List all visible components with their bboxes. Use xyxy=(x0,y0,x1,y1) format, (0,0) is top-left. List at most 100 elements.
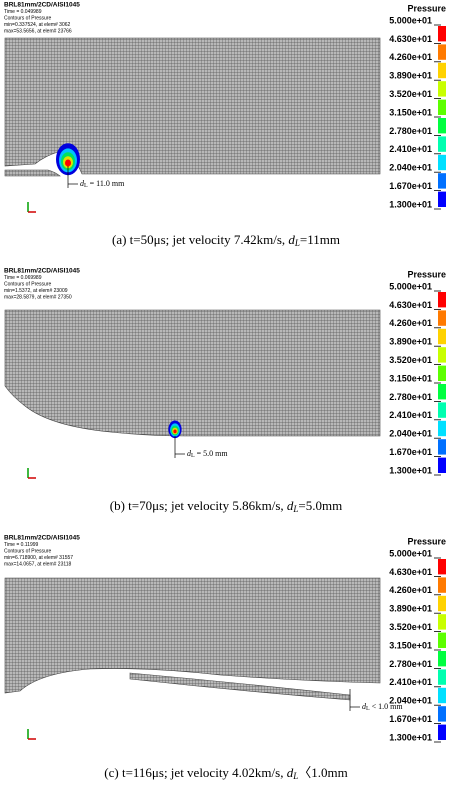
legend-label: 1.300e+01 xyxy=(389,199,432,209)
legend-label: 1.670e+01 xyxy=(389,181,432,191)
legend-swatch xyxy=(438,99,446,115)
caption-subscript: L xyxy=(292,504,298,514)
legend-swatch xyxy=(438,632,446,648)
legend-label: 2.410e+01 xyxy=(389,144,432,154)
header-line: BRL81mm/2CD/AISI1045 xyxy=(4,268,80,275)
legend-label: 3.150e+01 xyxy=(389,107,432,117)
legend-swatch xyxy=(438,365,446,381)
legend-label: 3.150e+01 xyxy=(389,373,432,383)
legend-swatch xyxy=(438,651,446,667)
caption-text: (b) t=70μs; jet velocity 5.86km/s, xyxy=(110,498,287,513)
mesh xyxy=(4,169,61,177)
caption-symbol: d xyxy=(287,765,294,780)
legend-label: 3.520e+01 xyxy=(389,622,432,632)
caption-symbol: d xyxy=(287,498,294,513)
caption-text: (c) t=116μs; jet velocity 4.02km/s, xyxy=(104,765,286,780)
legend-label: 5.000e+01 xyxy=(389,548,432,558)
legend-label: 2.410e+01 xyxy=(389,410,432,420)
legend-swatch xyxy=(438,62,446,79)
legend-label: 4.260e+01 xyxy=(389,52,432,62)
legend-swatch xyxy=(438,173,446,189)
legend-swatch xyxy=(438,724,446,740)
header-line: Time = 0.11999 xyxy=(4,542,39,548)
header-line: max=28.5879, at elem# 27350 xyxy=(4,294,72,300)
header-line: min=6.718900, at elem# 31557 xyxy=(4,555,73,561)
legend-label: 4.630e+01 xyxy=(389,300,432,310)
legend-swatch xyxy=(438,292,446,308)
caption: (b) t=70μs; jet velocity 5.86km/s, dL=5.… xyxy=(110,498,342,514)
header-line: max=53.5656, at elem# 23766 xyxy=(4,28,72,34)
legend-label: 1.300e+01 xyxy=(389,465,432,475)
legend-label: 3.520e+01 xyxy=(389,355,432,365)
caption-subscript: L xyxy=(294,238,300,248)
header-line: max=14.0657, at elem# 23118 xyxy=(4,561,72,567)
legend-label: 1.670e+01 xyxy=(389,447,432,457)
legend-title: Pressure xyxy=(407,536,446,546)
dimension-label: dL < 1.0 mm xyxy=(362,702,403,713)
legend-label: 5.000e+01 xyxy=(389,15,432,25)
legend-label: 2.040e+01 xyxy=(389,429,432,439)
legend-label: 2.410e+01 xyxy=(389,677,432,687)
legend-label: 4.630e+01 xyxy=(389,567,432,577)
legend-swatch xyxy=(438,577,446,593)
dimension-subscript: L xyxy=(84,183,88,189)
header-line: min=1.5372, at elem# 23009 xyxy=(4,288,68,294)
legend-label: 2.780e+01 xyxy=(389,126,432,136)
legend-swatch xyxy=(438,81,446,97)
caption-symbol: d xyxy=(288,232,295,247)
legend-swatch xyxy=(438,136,446,152)
legend-swatch xyxy=(438,457,446,473)
mesh xyxy=(4,577,381,694)
header-line: Time = 0.069989 xyxy=(4,275,42,281)
dimension-label: dL = 5.0 mm xyxy=(187,449,228,460)
dimension-value: = 11.0 mm xyxy=(88,179,125,188)
legend-swatch xyxy=(438,669,446,685)
caption-text: =11mm xyxy=(300,232,340,247)
mesh xyxy=(4,309,381,437)
legend-label: 3.890e+01 xyxy=(389,337,432,347)
legend-swatch xyxy=(438,402,446,418)
legend-swatch xyxy=(438,706,446,722)
caption-text: (a) t=50μs; jet velocity 7.42km/s, xyxy=(112,232,288,247)
legend-swatch xyxy=(438,26,446,42)
legend-label: 3.520e+01 xyxy=(389,89,432,99)
caption-text: =5.0mm xyxy=(298,498,342,513)
legend-label: 2.780e+01 xyxy=(389,392,432,402)
legend-label: 4.630e+01 xyxy=(389,34,432,44)
legend-label: 3.890e+01 xyxy=(389,604,432,614)
legend-label: 4.260e+01 xyxy=(389,318,432,328)
legend-label: 5.000e+01 xyxy=(389,281,432,291)
legend-label: 2.780e+01 xyxy=(389,659,432,669)
pressure-contour xyxy=(173,429,177,434)
caption: (a) t=50μs; jet velocity 7.42km/s, dL=11… xyxy=(112,232,340,248)
legend-swatch xyxy=(438,310,446,326)
legend-swatch xyxy=(438,347,446,363)
header-line: Contours of Pressure xyxy=(4,281,51,287)
dimension-symbol: d xyxy=(80,179,85,188)
dimension-symbol: d xyxy=(187,449,192,458)
caption-subscript: L xyxy=(292,771,298,781)
dimension-value: < 1.0 mm xyxy=(370,702,404,711)
legend-swatch xyxy=(438,687,446,704)
legend-title: Pressure xyxy=(407,3,446,13)
caption-text: 〈1.0mm xyxy=(298,765,347,780)
legend-label: 3.150e+01 xyxy=(389,640,432,650)
dimension-subscript: L xyxy=(191,453,195,459)
header-line: Contours of Pressure xyxy=(4,548,51,554)
pressure-contour xyxy=(65,159,71,167)
legend-label: 2.040e+01 xyxy=(389,696,432,706)
legend-swatch xyxy=(438,559,446,575)
legend-swatch xyxy=(438,328,446,345)
legend-label: 3.890e+01 xyxy=(389,71,432,81)
header-line: BRL81mm/2CD/AISI1045 xyxy=(4,2,80,9)
legend-swatch xyxy=(438,384,446,400)
legend-label: 1.670e+01 xyxy=(389,714,432,724)
dimension-value: = 5.0 mm xyxy=(195,449,229,458)
legend-label: 2.040e+01 xyxy=(389,163,432,173)
legend-title: Pressure xyxy=(407,269,446,279)
legend-swatch xyxy=(438,595,446,612)
